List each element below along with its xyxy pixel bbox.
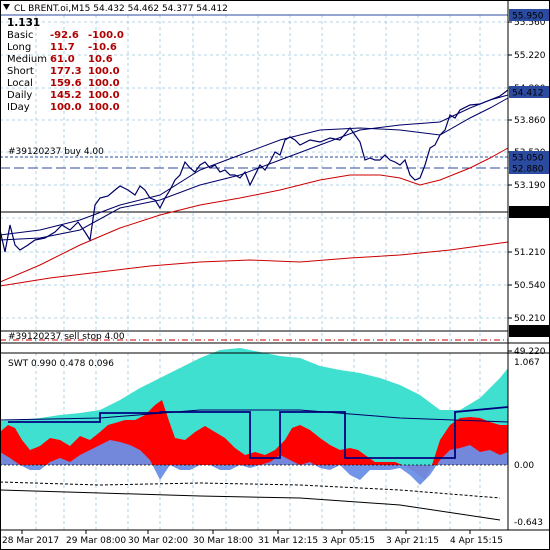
triangle-down-icon[interactable]	[3, 4, 10, 10]
time-label: 4 Apr 15:15	[450, 536, 503, 546]
time-label: 30 Mar 18:00	[193, 536, 253, 546]
price-tick: 49.220	[514, 347, 546, 357]
info-row-b: -10.6	[88, 42, 117, 53]
price-marker-value: 54.412	[512, 89, 544, 99]
indicator-ticks: 1.067 0.00 -0.643	[514, 358, 543, 528]
info-row-b: 10.6	[88, 54, 113, 65]
price-marker-value: 52.880	[512, 165, 544, 175]
time-label: 31 Mar 12:15	[258, 536, 318, 546]
indicator-dash1	[0, 481, 501, 499]
blue-area	[0, 440, 508, 485]
info-row-label: Daily	[7, 90, 32, 101]
price-marker-box	[509, 206, 549, 218]
time-label: 28 Mar 2017	[2, 536, 59, 546]
price-tick: 55.560	[514, 18, 546, 28]
indicator-tick: 0.00	[514, 461, 534, 471]
chart-title: CL BRENT.oi,M15 54.432 54.462 54.377 54.…	[14, 4, 228, 14]
price-tick: 50.540	[514, 281, 546, 291]
info-row-a: 100.0	[50, 102, 82, 113]
price-marker-box	[509, 325, 549, 337]
indicator-line	[0, 409, 509, 423]
indicator-lower	[0, 489, 501, 521]
info-row-a: 61.0	[50, 54, 75, 65]
price-marker-box	[509, 162, 549, 174]
time-label: 3 Apr 21:15	[386, 536, 439, 546]
indicator-area	[0, 348, 509, 521]
price-area	[0, 14, 509, 341]
time-label: 30 Mar 02:00	[128, 536, 188, 546]
main-grid	[0, 15, 508, 343]
price-marker-value: 51.970	[512, 209, 544, 219]
info-value: 1.131	[7, 17, 40, 29]
ma-blue-2	[0, 97, 509, 236]
info-row-b: 100.0	[88, 102, 120, 113]
info-row-a: 11.7	[50, 42, 75, 53]
price-marker-value: 55.950	[512, 12, 544, 22]
price-marker-box	[509, 86, 549, 98]
info-row-label: Local	[7, 78, 33, 89]
info-row-a: 145.2	[50, 90, 82, 101]
info-row-label: Medium	[7, 54, 47, 65]
info-row-b: 100.0	[88, 90, 120, 101]
price-tick: 53.190	[514, 181, 546, 191]
price-marker-box	[509, 151, 549, 163]
info-row-label: IDay	[7, 102, 30, 113]
time-labels: 28 Mar 2017 29 Mar 08:00 30 Mar 02:00 30 Ma…	[2, 530, 503, 546]
info-row-a: 177.3	[50, 66, 82, 77]
price-marker-value: 53.050	[512, 154, 544, 164]
sell-order-label: #39120237 sell stop 4.00	[8, 332, 125, 342]
info-panel: 1.131 Basic -92.6 -100.0 Long 11.7 -10.6 Mediu…	[7, 17, 124, 113]
price-tick: 50.210	[514, 314, 546, 324]
info-row-label: Basic	[7, 30, 33, 41]
info-row-b: 100.0	[88, 78, 120, 89]
price-tick: 55.220	[514, 51, 546, 61]
ma-red-fast	[0, 147, 509, 283]
price-marker-box	[509, 9, 549, 21]
price-tick: 51.210	[514, 248, 546, 258]
time-label: 3 Apr 05:15	[322, 536, 375, 546]
price-ticks: 55.56055.22054.89053.86053.52053.19051.2…	[508, 18, 546, 357]
info-row-label: Short	[7, 66, 34, 77]
indicator-tick: -0.643	[514, 518, 543, 528]
ma-red-slow	[0, 241, 509, 287]
info-row-a: 159.6	[50, 78, 82, 89]
buy-order-label: #39120237 buy 4.00	[8, 147, 104, 157]
indicator-label: SWT 0.990 0.478 0.096	[8, 359, 114, 369]
ma-blue-1	[0, 94, 509, 241]
info-row-a: -92.6	[50, 30, 79, 41]
info-row-b: 100.0	[88, 66, 120, 77]
price-line	[0, 89, 509, 253]
price-marker-value: 49.560	[512, 328, 544, 338]
info-row-b: -100.0	[88, 30, 124, 41]
step-line	[8, 406, 509, 459]
indicator-tick: 1.067	[514, 358, 540, 368]
price-tick: 53.860	[514, 116, 546, 126]
time-label: 29 Mar 08:00	[66, 536, 126, 546]
info-row-label: Long	[7, 42, 31, 53]
